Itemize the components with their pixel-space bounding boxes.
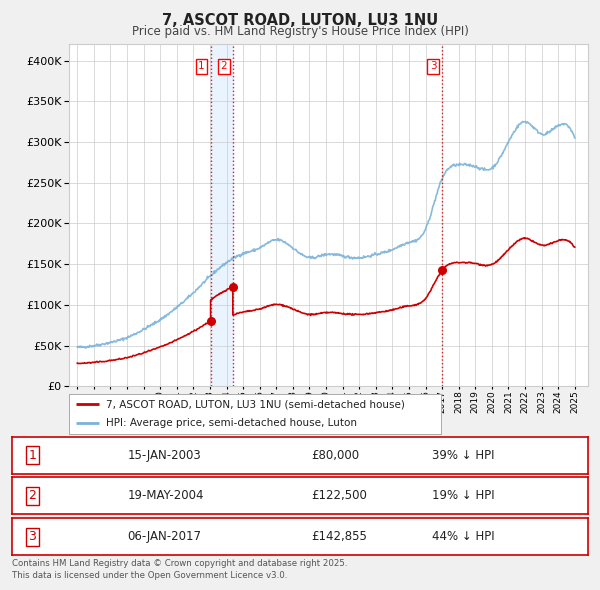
- Text: 1: 1: [28, 448, 36, 462]
- Text: 19% ↓ HPI: 19% ↓ HPI: [433, 489, 495, 503]
- Text: £122,500: £122,500: [311, 489, 367, 503]
- Text: 44% ↓ HPI: 44% ↓ HPI: [433, 530, 495, 543]
- Text: 06-JAN-2017: 06-JAN-2017: [127, 530, 201, 543]
- Text: HPI: Average price, semi-detached house, Luton: HPI: Average price, semi-detached house,…: [106, 418, 357, 428]
- Text: £142,855: £142,855: [311, 530, 367, 543]
- Text: 39% ↓ HPI: 39% ↓ HPI: [433, 448, 495, 462]
- Text: 3: 3: [28, 530, 36, 543]
- Point: [206, 317, 215, 326]
- Text: 19-MAY-2004: 19-MAY-2004: [127, 489, 204, 503]
- Point: [437, 266, 447, 275]
- Text: £80,000: £80,000: [311, 448, 359, 462]
- Text: Price paid vs. HM Land Registry's House Price Index (HPI): Price paid vs. HM Land Registry's House …: [131, 25, 469, 38]
- Text: 15-JAN-2003: 15-JAN-2003: [127, 448, 201, 462]
- Point: [228, 282, 238, 291]
- Text: 2: 2: [28, 489, 36, 503]
- Text: 7, ASCOT ROAD, LUTON, LU3 1NU (semi-detached house): 7, ASCOT ROAD, LUTON, LU3 1NU (semi-deta…: [106, 399, 405, 409]
- Text: 3: 3: [430, 61, 436, 71]
- Bar: [211, 44, 233, 386]
- Text: 1: 1: [198, 61, 205, 71]
- Text: Contains HM Land Registry data © Crown copyright and database right 2025.
This d: Contains HM Land Registry data © Crown c…: [12, 559, 347, 580]
- Text: 2: 2: [220, 61, 227, 71]
- Text: 7, ASCOT ROAD, LUTON, LU3 1NU: 7, ASCOT ROAD, LUTON, LU3 1NU: [162, 13, 438, 28]
